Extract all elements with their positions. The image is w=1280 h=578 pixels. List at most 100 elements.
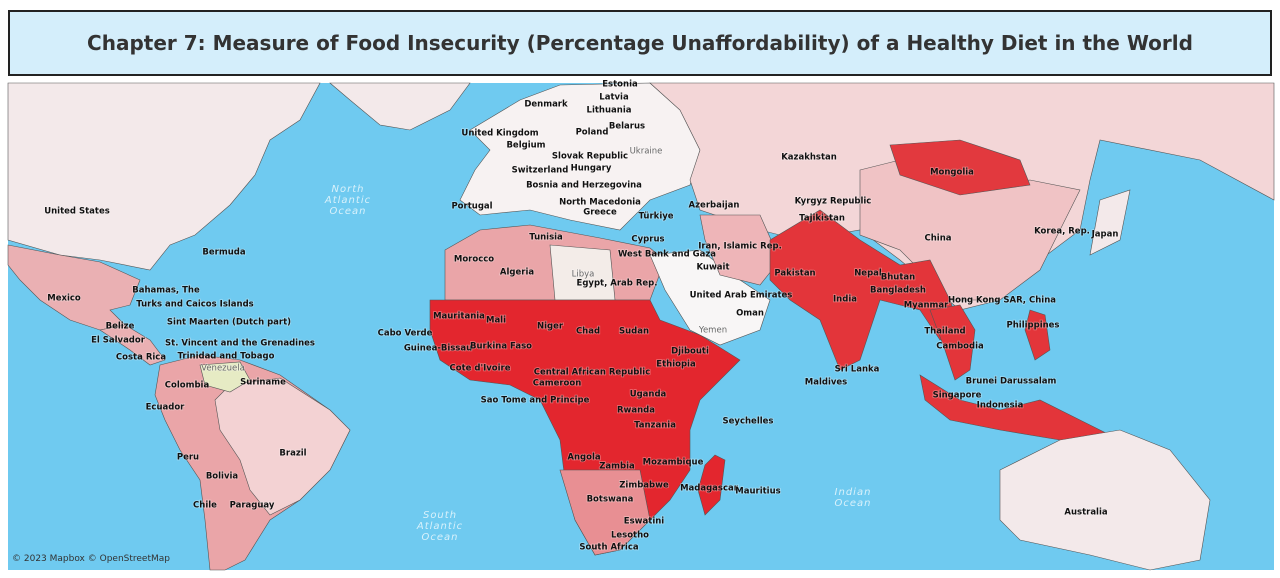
country-label: Venezuela	[201, 364, 245, 374]
country-label: Zimbabwe	[619, 481, 669, 491]
country-label: Sudan	[619, 327, 649, 337]
country-label: Kuwait	[696, 263, 729, 273]
country-label: Myanmar	[904, 301, 949, 311]
title: Chapter 7: Measure of Food Insecurity (P…	[87, 31, 1193, 55]
country-label: Kyrgyz Republic	[795, 197, 872, 207]
india	[769, 209, 961, 371]
mongolia	[889, 139, 1031, 196]
country-label: India	[833, 295, 857, 305]
country-label: Madagascar	[680, 484, 739, 494]
country-label: Azerbaijan	[689, 201, 740, 211]
country-label: Cameroon	[533, 379, 582, 389]
country-label: Greece	[583, 208, 617, 218]
country-label: South Africa	[579, 543, 639, 553]
country-label: Costa Rica	[116, 353, 166, 363]
country-label: Guinea-Bissau	[404, 344, 472, 354]
country-label: Brazil	[279, 449, 306, 459]
country-label: Zambia	[599, 462, 635, 472]
country-label: Kazakhstan	[781, 153, 837, 163]
country-label: Poland	[576, 128, 609, 138]
ocean-label: Indian	[835, 487, 872, 498]
madagascar	[697, 454, 726, 516]
country-label: Mozambique	[643, 458, 704, 468]
country-label: Burkina Faso	[470, 342, 532, 352]
country-label: Bahamas, The	[132, 286, 200, 296]
country-label: Mauritania	[433, 312, 485, 322]
country-label: Japan	[1091, 230, 1119, 240]
country-label: Lesotho	[611, 531, 649, 541]
ocean-label: South	[423, 510, 457, 521]
country-label: Cyprus	[631, 235, 664, 245]
central-america	[99, 324, 166, 366]
land	[7, 82, 1275, 571]
philippines	[1024, 309, 1051, 361]
country-label: Estonia	[602, 80, 638, 90]
country-label: Algeria	[500, 268, 534, 278]
labels: United States Bermuda Mexico Bahamas, The Tu…	[43, 79, 1119, 554]
australia	[999, 429, 1211, 571]
country-label: Bermuda	[202, 248, 245, 258]
country-label: Cabo Verde	[378, 329, 433, 339]
country-label: Trinidad and Tobago	[178, 352, 275, 362]
country-label: Central African Republic	[534, 368, 650, 378]
country-label: Morocco	[454, 255, 494, 265]
country-label: Uganda	[630, 390, 667, 400]
country-label: Brunei Darussalam	[966, 377, 1057, 387]
country-label: Mali	[486, 316, 506, 326]
ocean-label: North	[332, 184, 365, 195]
country-label: Chad	[576, 327, 600, 337]
country-label: Ethiopia	[656, 360, 696, 370]
country-label: Yemen	[698, 326, 727, 336]
country-label: Portugal	[451, 202, 492, 212]
country-label: Sao Tome and Principe	[481, 396, 590, 406]
country-label: Maldives	[805, 378, 847, 388]
ocean-label: Ocean	[330, 206, 367, 217]
venezuela	[199, 361, 251, 393]
country-label: Peru	[177, 453, 199, 463]
southeast-asia	[929, 304, 976, 381]
country-label: Hong Kong SAR, China	[948, 296, 1056, 306]
country-label: Indonesia	[977, 401, 1024, 411]
country-label: Paraguay	[230, 501, 275, 511]
greenland	[329, 82, 471, 131]
country-label: United States	[44, 207, 110, 217]
country-label: Slovak Republic	[552, 152, 628, 162]
country-label: Sri Lanka	[835, 365, 880, 375]
country-label: Niger	[537, 322, 564, 332]
country-label: Australia	[1064, 508, 1108, 518]
country-label: Tanzania	[634, 421, 676, 431]
country-label: Iran, Islamic Rep.	[698, 242, 782, 252]
country-label: Suriname	[240, 378, 286, 388]
southern-africa	[559, 469, 651, 556]
country-label: Sint Maarten (Dutch part)	[167, 318, 291, 328]
country-label: Singapore	[933, 391, 982, 401]
country-label: Egypt, Arab Rep.	[577, 279, 658, 289]
country-label: Korea, Rep.	[1034, 227, 1090, 237]
country-label: Turks and Caicos Islands	[136, 300, 253, 310]
country-label: Philippines	[1007, 321, 1060, 331]
country-label: North Macedonia	[559, 198, 641, 208]
ocean-label: Ocean	[422, 532, 459, 543]
ocean-label: Ocean	[835, 498, 872, 509]
title-box: Chapter 7: Measure of Food Insecurity (P…	[8, 10, 1272, 76]
country-label: Belize	[106, 322, 135, 332]
country-label: Türkiye	[638, 212, 673, 222]
brazil	[214, 377, 351, 516]
attribution: © 2023 Mapbox © OpenStreetMap	[12, 554, 170, 564]
country-label: St. Vincent and the Grenadines	[165, 339, 315, 349]
country-label: Nepal	[854, 269, 882, 279]
country-label: Tunisia	[529, 233, 563, 243]
country-label: Pakistan	[774, 269, 815, 279]
country-label: Hungary	[571, 164, 612, 174]
country-label: Belgium	[506, 141, 545, 151]
country-label: West Bank and Gaza	[618, 250, 716, 260]
country-label: Rwanda	[617, 406, 655, 416]
country-label: Latvia	[599, 93, 629, 103]
country-label: Switzerland	[512, 166, 569, 176]
country-label: Thailand	[924, 327, 965, 337]
country-label: Mexico	[47, 294, 81, 304]
country-label: Angola	[567, 453, 600, 463]
ocean-label: Atlantic	[416, 521, 463, 532]
country-label: Belarus	[609, 122, 645, 132]
country-label: Chile	[193, 501, 217, 511]
